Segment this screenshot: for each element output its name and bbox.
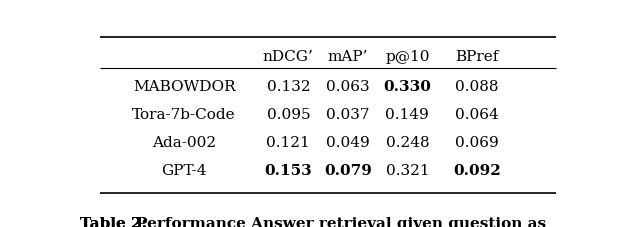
Text: 0.330: 0.330 — [383, 80, 431, 94]
Text: 0.248: 0.248 — [385, 136, 429, 150]
Text: Table 2:: Table 2: — [80, 216, 152, 227]
Text: 0.095: 0.095 — [266, 108, 310, 122]
Text: 0.064: 0.064 — [455, 108, 499, 122]
Text: 0.037: 0.037 — [326, 108, 369, 122]
Text: BPref: BPref — [455, 50, 499, 64]
Text: Ada-002: Ada-002 — [152, 136, 216, 150]
Text: 0.121: 0.121 — [266, 136, 310, 150]
Text: GPT-4: GPT-4 — [161, 164, 207, 178]
Text: p@10: p@10 — [385, 50, 429, 64]
Text: 0.092: 0.092 — [453, 164, 500, 178]
Text: nDCG’: nDCG’ — [263, 50, 314, 64]
Text: 0.088: 0.088 — [455, 80, 499, 94]
Text: Performance Answer retrieval given question as
query embedding.: Performance Answer retrieval given quest… — [136, 216, 546, 227]
Text: 0.321: 0.321 — [385, 164, 429, 178]
Text: Tora-7b-Code: Tora-7b-Code — [132, 108, 236, 122]
Text: MABOWDOR: MABOWDOR — [133, 80, 236, 94]
Text: 0.069: 0.069 — [455, 136, 499, 150]
Text: 0.079: 0.079 — [324, 164, 372, 178]
Text: 0.049: 0.049 — [326, 136, 370, 150]
Text: 0.153: 0.153 — [264, 164, 312, 178]
Text: 0.132: 0.132 — [266, 80, 310, 94]
Text: mAP’: mAP’ — [328, 50, 368, 64]
Text: Table 2:: Table 2: — [80, 216, 152, 227]
Text: 0.063: 0.063 — [326, 80, 370, 94]
Text: 0.149: 0.149 — [385, 108, 429, 122]
